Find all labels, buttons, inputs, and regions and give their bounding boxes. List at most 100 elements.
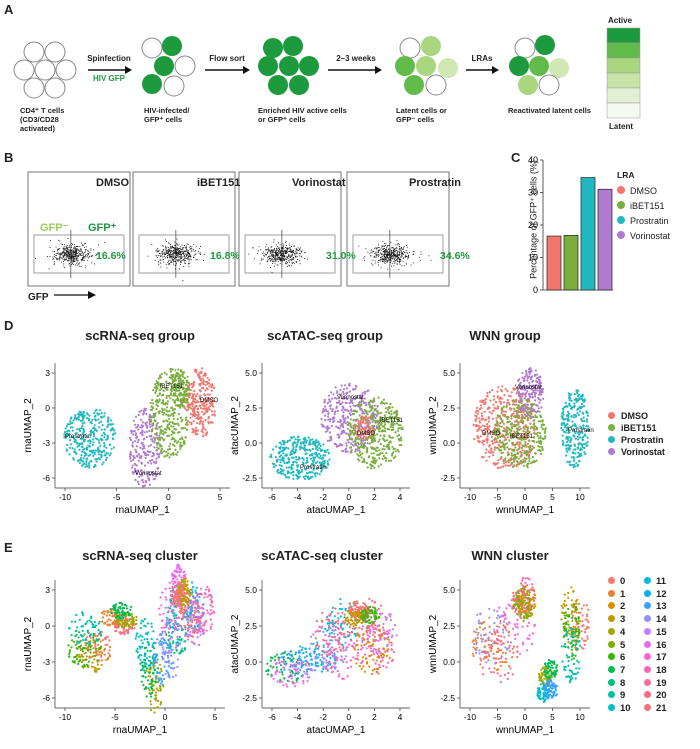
flow-event <box>177 252 179 253</box>
flow-event <box>384 251 386 253</box>
umap-point <box>345 432 348 435</box>
umap-point <box>314 444 317 447</box>
bar-vorinostat <box>597 188 613 291</box>
umap-point <box>114 432 117 435</box>
umap-point <box>531 461 534 464</box>
umap-point <box>475 423 478 427</box>
flow-event <box>370 251 372 253</box>
flow-event <box>391 258 393 260</box>
umap-point <box>194 368 197 371</box>
umap-point <box>522 430 525 433</box>
flow-event <box>278 248 280 249</box>
flow-event <box>175 263 177 265</box>
flow-event <box>183 259 185 261</box>
flow-event <box>291 264 293 266</box>
flow-event <box>68 257 70 259</box>
umap-point <box>517 411 520 414</box>
umap-point <box>520 413 524 416</box>
umap-point <box>366 466 369 469</box>
flow-event <box>78 263 80 264</box>
umap-point <box>89 433 92 436</box>
umap-point <box>312 456 315 459</box>
umap-point <box>327 412 330 415</box>
umap-point <box>367 432 370 435</box>
flow-event <box>172 254 174 256</box>
umap-point <box>171 368 174 371</box>
flow-event <box>285 247 286 248</box>
umap-point <box>481 415 484 418</box>
umap-point <box>383 402 386 405</box>
umap-point <box>373 466 376 469</box>
umap-point <box>208 385 211 388</box>
umap-point <box>500 412 503 415</box>
umap-point <box>278 452 281 455</box>
umap-d-1-x-tick-label: 0 <box>166 492 171 502</box>
umap-point <box>110 447 113 450</box>
umap-point <box>150 434 153 437</box>
flow-event <box>268 250 270 252</box>
umap-point <box>99 444 102 447</box>
flow-event <box>69 263 70 264</box>
umap-point <box>327 415 330 418</box>
umap-point <box>499 435 502 438</box>
umap-point <box>330 391 333 394</box>
flow-event <box>278 253 280 254</box>
flow-event <box>267 248 269 250</box>
flow-event <box>378 254 380 256</box>
flow-event <box>67 251 69 253</box>
flow-event <box>285 250 287 252</box>
umap-point <box>346 450 349 453</box>
bar-ylabel: Percentage of GFP⁺ cells (%) <box>528 160 539 279</box>
umap-point <box>367 426 370 429</box>
flow-event <box>382 245 383 247</box>
umap-point <box>358 459 361 462</box>
umap-point <box>178 377 181 380</box>
flow-event <box>272 258 274 260</box>
flow-event <box>291 263 293 264</box>
flow-plot-4 <box>346 171 450 287</box>
umap-point <box>304 475 307 478</box>
umap-point <box>151 423 154 426</box>
umap-point <box>533 431 536 435</box>
umap-point <box>356 445 359 448</box>
flow-event <box>166 250 168 252</box>
umap-point <box>76 445 79 448</box>
umap-point <box>369 463 372 466</box>
umap-point <box>331 397 334 400</box>
umap-point <box>358 403 361 406</box>
umap-point <box>207 408 210 411</box>
umap-point <box>495 463 498 466</box>
flow-event <box>370 263 372 265</box>
flow-event <box>72 255 73 257</box>
flow-event <box>173 247 175 249</box>
flow-event <box>69 253 71 255</box>
umap-point <box>361 437 364 440</box>
umap-point <box>486 427 489 430</box>
umap-point <box>504 429 507 432</box>
flow-event <box>290 257 291 258</box>
flow-event <box>78 255 80 257</box>
flow-event <box>77 252 79 254</box>
umap-point <box>500 451 503 454</box>
flow-event <box>248 253 250 255</box>
umap-point <box>131 430 134 433</box>
flow-event <box>275 260 277 262</box>
cell-label-3-line-1: Enriched HIV active cells <box>258 106 347 115</box>
umap-point <box>387 447 390 450</box>
flow-event <box>59 253 61 255</box>
umap-point <box>292 446 295 449</box>
flow-event <box>176 238 178 240</box>
umap-point <box>190 382 193 386</box>
umap-point <box>330 435 333 438</box>
umap-point <box>356 453 359 456</box>
flow-event <box>394 259 396 261</box>
flow-event <box>287 248 289 250</box>
umap-point <box>515 403 518 406</box>
umap-point <box>473 438 476 441</box>
umap-point <box>497 466 500 469</box>
umap-cluster-label: Prostratin <box>300 465 326 471</box>
flow-event <box>71 251 73 253</box>
umap-point <box>78 448 81 451</box>
flow-event <box>285 249 287 251</box>
flow-event <box>81 258 83 260</box>
